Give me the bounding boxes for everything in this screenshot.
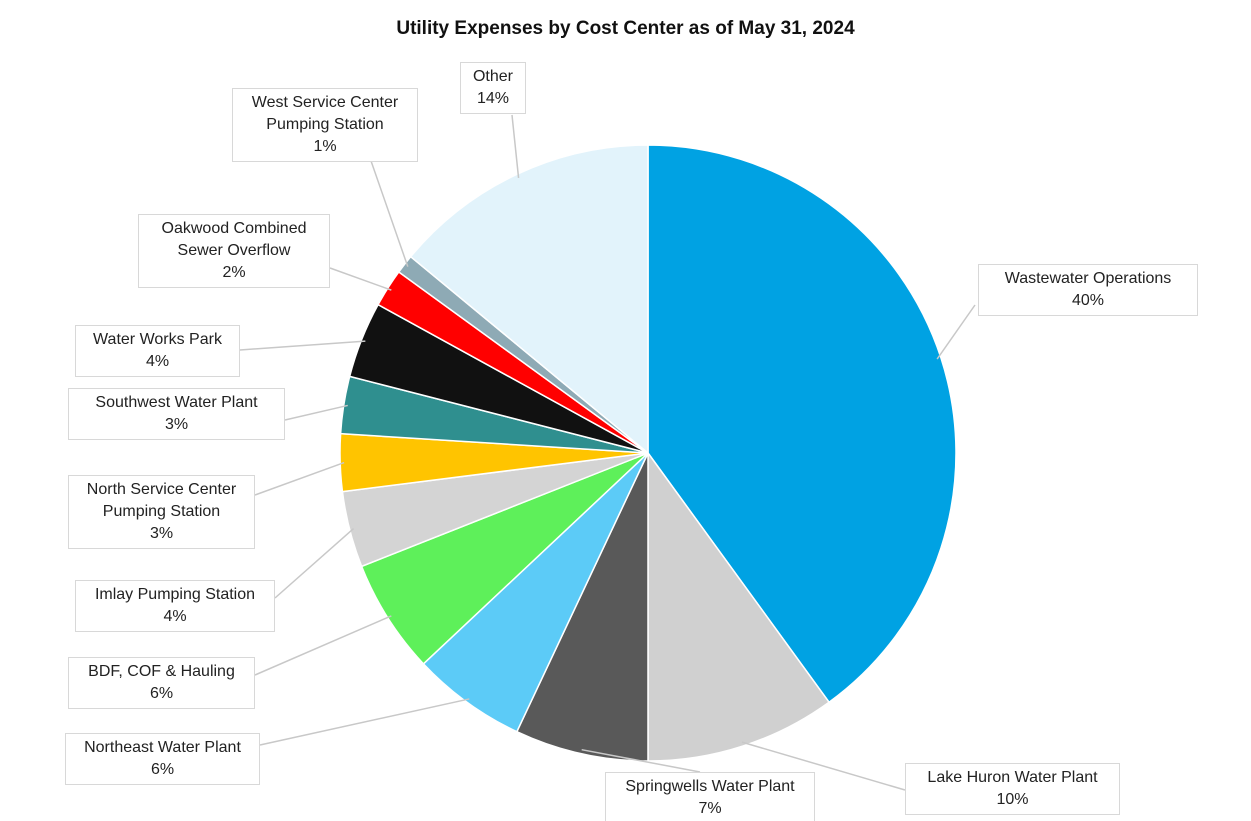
- data-label: Southwest Water Plant 3%: [68, 388, 285, 440]
- data-label: Lake Huron Water Plant 10%: [905, 763, 1120, 815]
- label-name: BDF, COF & Hauling: [88, 663, 235, 680]
- label-name: Springwells Water Plant: [625, 778, 795, 795]
- label-name: Water Works Park: [93, 331, 222, 348]
- leader-line: [581, 748, 701, 773]
- data-label: Other 14%: [460, 62, 526, 114]
- leader-line: [329, 267, 392, 291]
- leader-line: [254, 461, 345, 496]
- label-value: 2%: [222, 264, 246, 281]
- label-name: Southwest Water Plant: [95, 394, 258, 411]
- pie-slice: [409, 144, 649, 455]
- leader-line: [936, 304, 976, 360]
- data-label: West Service Center Pumping Station 1%: [232, 88, 418, 162]
- leader-line: [741, 741, 906, 791]
- label-value: 7%: [698, 800, 722, 817]
- label-name: Wastewater Operations: [1004, 270, 1172, 287]
- chart-title: Utility Expenses by Cost Center as of Ma…: [396, 18, 855, 39]
- label-value: 40%: [1071, 292, 1105, 309]
- data-label: BDF, COF & Hauling 6%: [68, 657, 255, 709]
- leader-line: [259, 698, 470, 746]
- label-name: Northeast Water Plant: [84, 739, 241, 756]
- label-name: Oakwood Combined Sewer Overflow: [161, 220, 307, 259]
- leader-line: [274, 528, 355, 599]
- label-value: 10%: [996, 791, 1029, 808]
- label-value: 3%: [164, 416, 189, 433]
- data-label: Water Works Park 4%: [75, 325, 240, 377]
- data-label: Northeast Water Plant 6%: [65, 733, 260, 785]
- data-label: Oakwood Combined Sewer Overflow 2%: [138, 214, 330, 288]
- label-value: 3%: [149, 525, 174, 542]
- leader-line: [511, 114, 520, 179]
- label-value: 1%: [313, 138, 337, 155]
- leader-line: [239, 340, 366, 351]
- leader-line: [284, 404, 348, 421]
- leader-line: [254, 615, 392, 676]
- label-name: West Service Center Pumping Station: [251, 94, 399, 133]
- label-name: Lake Huron Water Plant: [927, 769, 1098, 786]
- label-value: 14%: [476, 90, 510, 107]
- label-value: 4%: [163, 608, 187, 625]
- label-value: 4%: [145, 353, 170, 370]
- label-value: 6%: [150, 761, 175, 778]
- leader-line: [369, 157, 409, 267]
- data-label: North Service Center Pumping Station 3%: [68, 475, 255, 549]
- label-name: North Service Center Pumping Station: [86, 481, 237, 520]
- data-label: Imlay Pumping Station 4%: [75, 580, 275, 632]
- label-name: Imlay Pumping Station: [94, 586, 256, 603]
- data-label: Wastewater Operations 40%: [978, 264, 1198, 316]
- data-label: Springwells Water Plant 7%: [605, 772, 815, 821]
- pie-slice: [647, 144, 957, 704]
- label-name: Other: [472, 68, 513, 85]
- label-value: 6%: [149, 685, 174, 702]
- pie-slice: [647, 450, 831, 762]
